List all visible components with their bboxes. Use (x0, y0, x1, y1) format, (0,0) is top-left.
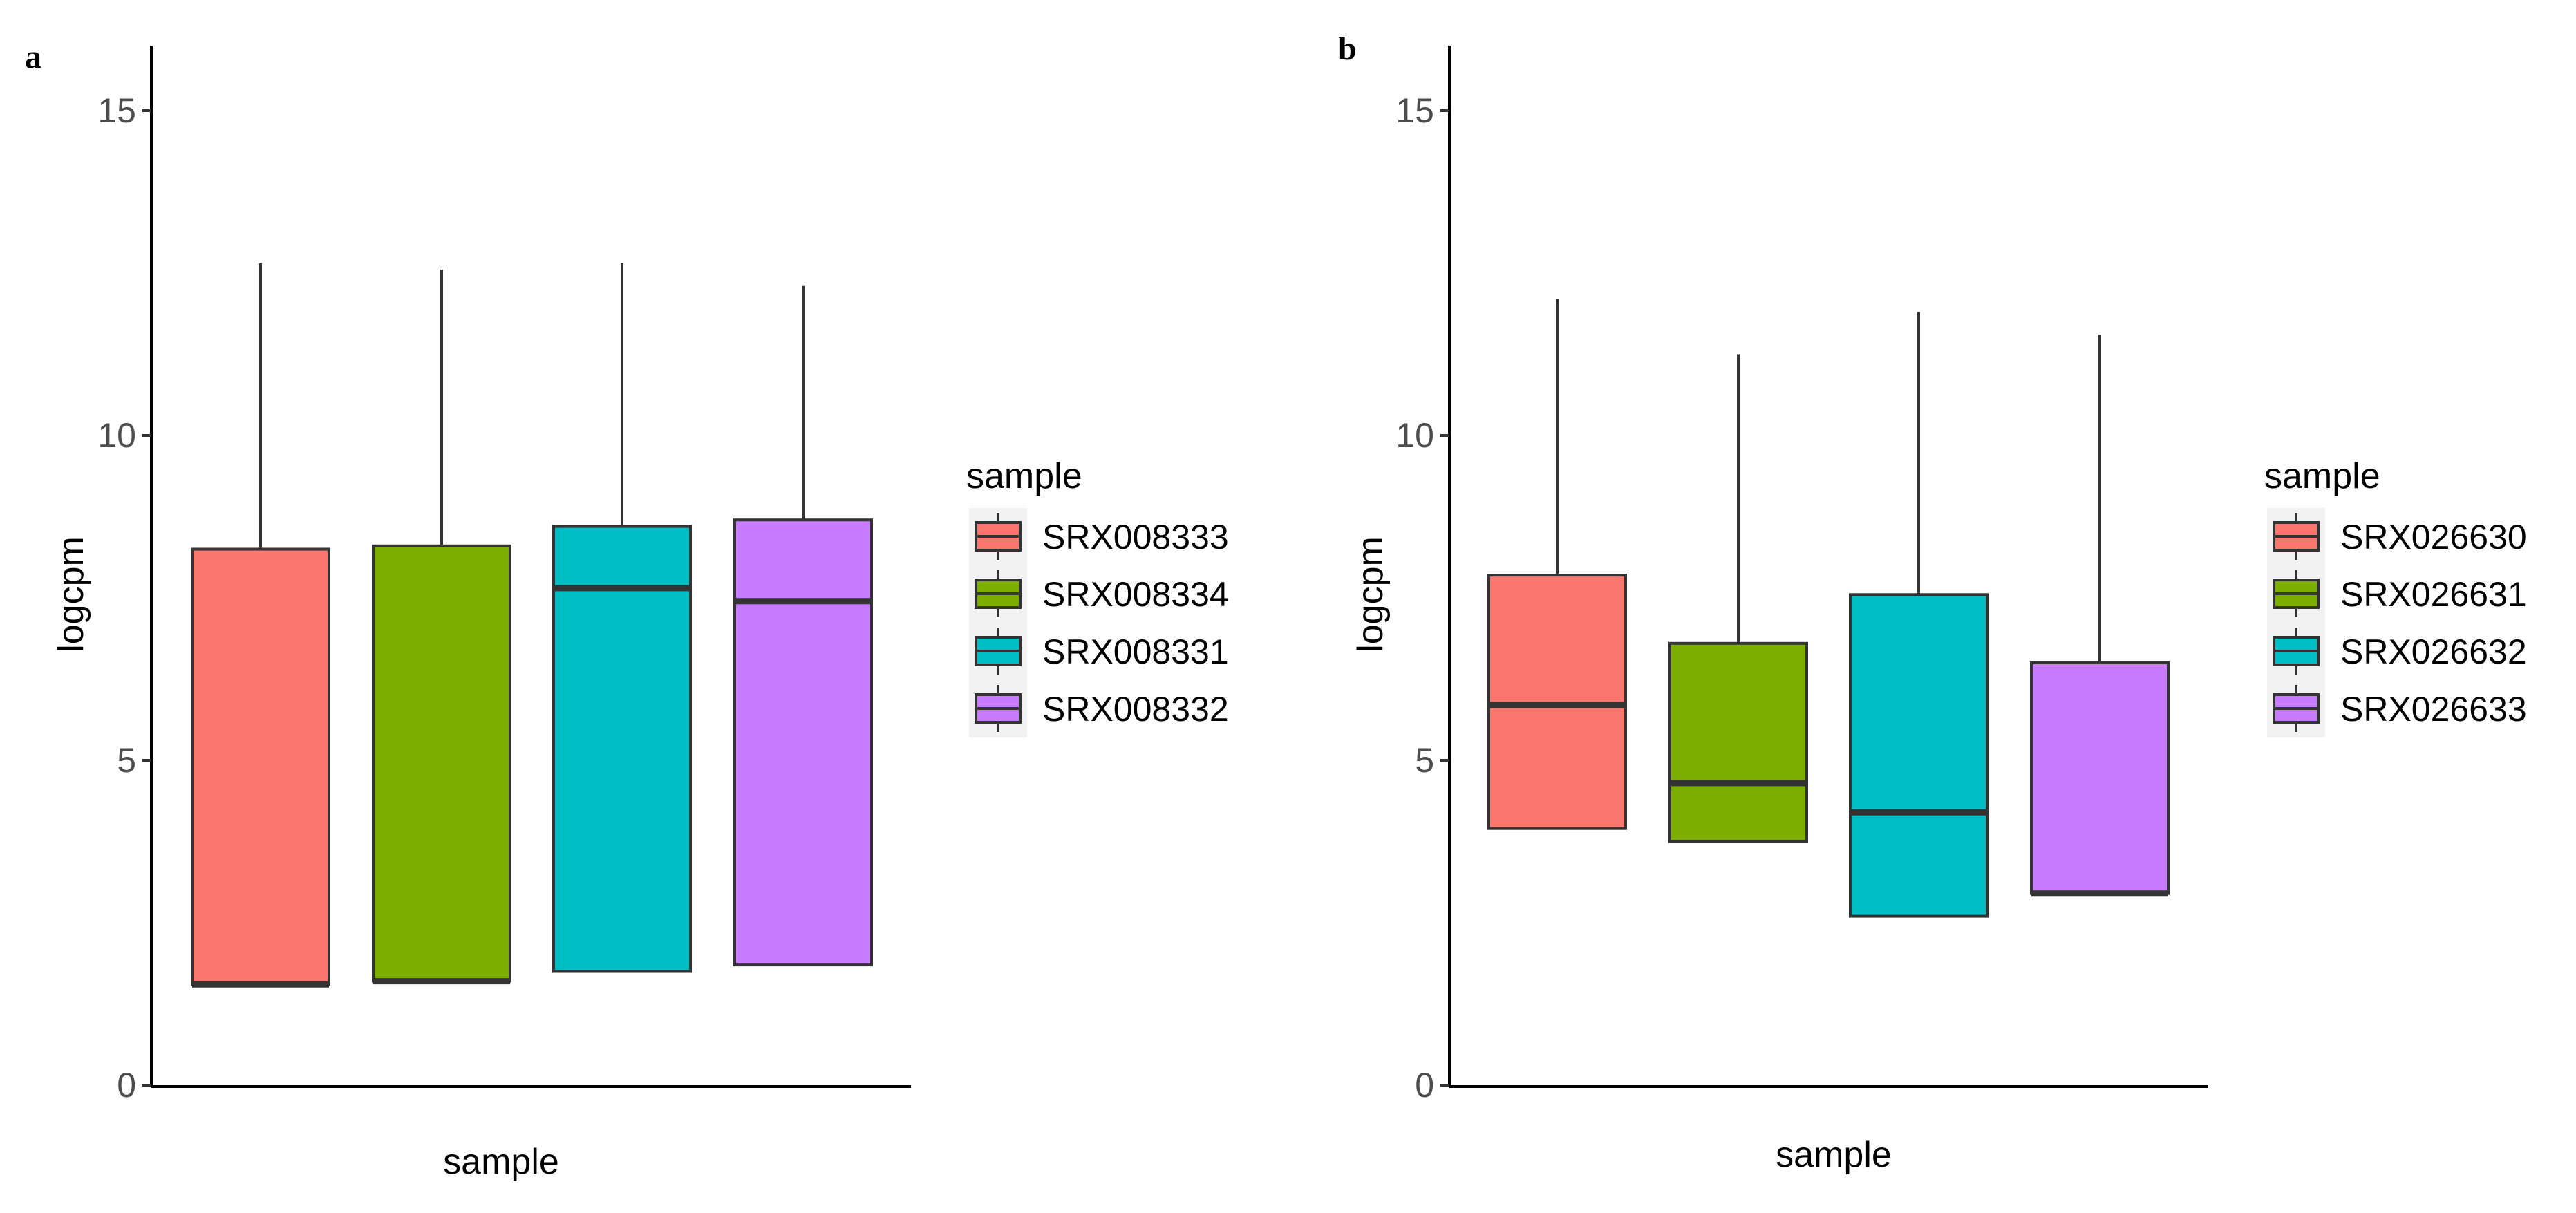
panel-b-x-axis-title: sample (1776, 1135, 1892, 1175)
iqr-box-SRX008333 (191, 547, 330, 986)
iqr-box-SRX008334 (372, 544, 511, 983)
panel-a-y-tick-label-0: 0 (117, 1066, 136, 1104)
legend-item-SRX008334: SRX008334 (969, 565, 1229, 623)
panel-b-y-axis-title: logcpm (1351, 536, 1391, 652)
panel-a: a 0 5 10 15 sample logcpm sample SRX008333 S… (25, 39, 1229, 1182)
legend-item-SRX026631: SRX026631 (2267, 565, 2527, 623)
legend-item-SRX026630: SRX026630 (2267, 508, 2527, 565)
legend-label-SRX026631: SRX026631 (2340, 575, 2527, 614)
iqr-box-SRX026631 (1668, 641, 1808, 843)
legend-item-SRX008332: SRX008332 (969, 680, 1229, 737)
iqr-box-SRX008332 (733, 518, 873, 967)
panel-b-legend-title: sample (2264, 456, 2380, 496)
panel-a-x-axis-title: sample (443, 1142, 559, 1182)
panel-a-legend-title: sample (966, 456, 1082, 496)
iqr-box-SRX026633 (2030, 661, 2170, 895)
panel-a-legend: sample SRX008333 SRX008334 SRX008331 SRX008… (966, 456, 1229, 737)
legend-label-SRX026630: SRX026630 (2340, 518, 2527, 556)
panel-a-y-ticks: 0 5 10 15 (97, 91, 151, 1104)
panel-b: b 0 5 10 15 sample logcpm sample SRX026630 S… (1338, 30, 2527, 1175)
legend-item-SRX008333: SRX008333 (969, 508, 1229, 565)
legend-item-SRX008331: SRX008331 (969, 623, 1229, 680)
legend-item-SRX026632: SRX026632 (2267, 623, 2527, 680)
box-SRX008333 (191, 263, 330, 988)
panel-a-y-tick-label-10: 10 (97, 416, 136, 455)
panel-b-y-tick-label-15: 15 (1395, 91, 1434, 130)
legend-label-SRX008333: SRX008333 (1042, 518, 1229, 556)
legend-label-SRX026633: SRX026633 (2340, 690, 2527, 728)
legend-item-SRX026633: SRX026633 (2267, 680, 2527, 737)
box-SRX026633 (2030, 335, 2170, 897)
panel-a-marks (191, 263, 873, 988)
panel-b-y-tick-label-10: 10 (1395, 416, 1434, 455)
panel-letter-b: b (1338, 30, 1357, 67)
box-SRX008331 (552, 263, 692, 973)
panel-b-y-tick-label-0: 0 (1415, 1066, 1434, 1104)
panel-a-y-axis-title: logcpm (51, 536, 91, 652)
legend-label-SRX008332: SRX008332 (1042, 690, 1229, 728)
panel-b-legend: sample SRX026630 SRX026631 SRX026632 SRX026… (2264, 456, 2527, 737)
box-SRX008334 (372, 270, 511, 985)
panel-a-y-tick-label-5: 5 (117, 741, 136, 780)
panel-b-y-ticks: 0 5 10 15 (1395, 91, 1449, 1104)
iqr-box-SRX026630 (1487, 574, 1627, 830)
panel-a-y-tick-label-15: 15 (97, 91, 136, 130)
iqr-box-SRX008331 (552, 525, 692, 973)
legend-label-SRX008334: SRX008334 (1042, 575, 1229, 614)
legend-label-SRX026632: SRX026632 (2340, 632, 2527, 671)
panel-letter-a: a (25, 39, 41, 75)
iqr-box-SRX026632 (1849, 593, 1989, 918)
panel-b-marks (1487, 299, 2170, 918)
box-SRX026630 (1487, 299, 1627, 830)
box-SRX008332 (733, 285, 873, 967)
box-SRX026631 (1668, 354, 1808, 843)
legend-label-SRX008331: SRX008331 (1042, 632, 1229, 671)
box-SRX026632 (1849, 312, 1989, 918)
panel-b-y-tick-label-5: 5 (1415, 741, 1434, 780)
